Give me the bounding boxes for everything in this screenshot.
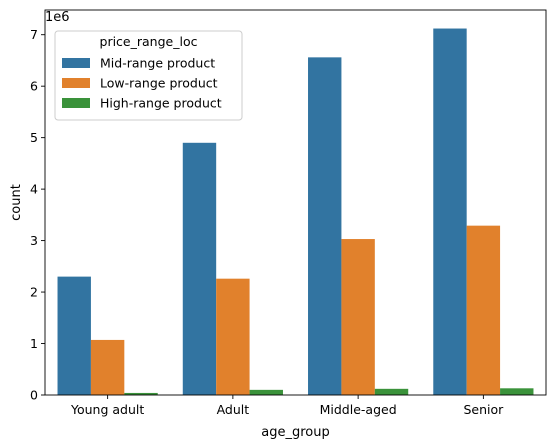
y-tick-label: 6: [30, 79, 38, 94]
y-tick-label: 0: [30, 388, 38, 403]
y-tick-label: 5: [30, 130, 38, 145]
x-tick-label: Senior: [463, 402, 504, 417]
bar: [216, 278, 250, 395]
bar: [341, 239, 375, 395]
bar: [124, 392, 158, 395]
bar: [249, 389, 283, 395]
legend-title: price_range_loc: [100, 34, 198, 49]
bar: [500, 388, 534, 395]
y-tick-label: 3: [30, 233, 38, 248]
legend-swatch: [62, 58, 90, 68]
y-tick-label: 2: [30, 285, 38, 300]
y-tick-label: 7: [30, 27, 38, 42]
x-axis: Young adult Adult Middle-aged Senior: [70, 395, 504, 417]
y-axis-label: count: [9, 184, 24, 221]
legend-label: Mid-range product: [100, 56, 215, 71]
legend-label: High-range product: [100, 96, 222, 111]
legend-label: Low-range product: [100, 76, 218, 91]
x-tick-label: Middle-aged: [320, 402, 397, 417]
legend-box: [54, 30, 243, 121]
legend: price_range_loc Mid-range product Low-ran…: [54, 30, 243, 121]
legend-items: Mid-range product Low-range product High-r…: [62, 56, 222, 111]
bar: [308, 57, 342, 396]
y-axis: 0 1 2 3 4 5 6 7: [30, 27, 45, 403]
legend-swatch: [62, 98, 90, 108]
x-axis-label: age_group: [261, 425, 329, 440]
legend-swatch: [62, 78, 90, 88]
bar: [182, 142, 217, 395]
plot-area: 0 1 2 3 4 5 6 7 Young adult Adult Middle-aged Seni…: [30, 9, 547, 417]
y-tick-label: 1: [30, 336, 38, 351]
y-tick-label: 4: [30, 182, 38, 197]
bar: [57, 276, 91, 395]
bar: [466, 225, 501, 395]
y-multiplier-label: 1e6: [45, 10, 70, 25]
x-tick-label: Young adult: [70, 402, 144, 417]
x-tick-label: Adult: [217, 402, 250, 417]
bar: [374, 388, 409, 395]
plot-frame: [44, 9, 547, 396]
bar: [90, 339, 125, 395]
bar: [433, 28, 467, 395]
bars-group: [57, 28, 534, 396]
